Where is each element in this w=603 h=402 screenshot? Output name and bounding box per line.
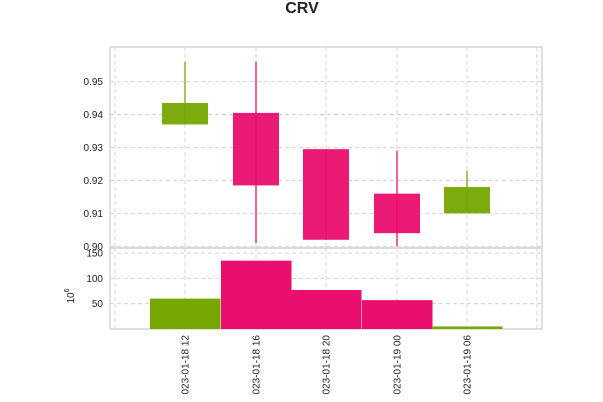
volume-tick-label: 100: [86, 274, 103, 285]
x-ticks: 023-01-18 12 023-01-18 16 023-01-18 20 023-…: [181, 335, 474, 395]
volume-bar: [150, 298, 221, 329]
volume-tick-label: 150: [86, 249, 103, 260]
x-tick-label: 023-01-18 20: [322, 335, 333, 395]
volume-ylabel-exponent: 6: [64, 288, 71, 292]
price-tick-label: 0.91: [84, 209, 104, 220]
volume-bar: [221, 260, 292, 329]
price-tick-label: 0.93: [84, 143, 104, 154]
candle-body: [444, 187, 490, 214]
price-tick-label: 0.92: [84, 176, 104, 187]
volume-bars: [150, 260, 503, 329]
x-tick-label: 023-01-19 00: [393, 335, 404, 395]
chart-title: CRV: [285, 0, 319, 17]
x-tick-label: 023-01-19 06: [463, 335, 474, 395]
price-tick-label: 0.94: [84, 110, 104, 121]
price-tick-label: 0.90: [84, 242, 104, 253]
volume-ylabel-base: 10: [66, 292, 77, 304]
candle-body: [233, 112, 279, 186]
price-ticks: 0.90 0.91 0.92 0.93 0.94 0.95: [84, 77, 104, 253]
candles: [162, 61, 490, 247]
candle-body: [374, 193, 420, 234]
candle-body: [162, 103, 208, 125]
volume-ticks: 50 100 150: [86, 249, 103, 311]
candle-body: [303, 149, 349, 240]
x-tick-label: 023-01-18 16: [252, 335, 263, 395]
volume-bar: [291, 290, 362, 329]
volume-ylabel: 106: [64, 288, 77, 303]
x-tick-label: 023-01-18 12: [181, 335, 192, 395]
volume-bar: [432, 326, 503, 329]
price-tick-label: 0.95: [84, 77, 104, 88]
volume-tick-label: 50: [92, 299, 104, 310]
volume-bar: [362, 300, 433, 329]
